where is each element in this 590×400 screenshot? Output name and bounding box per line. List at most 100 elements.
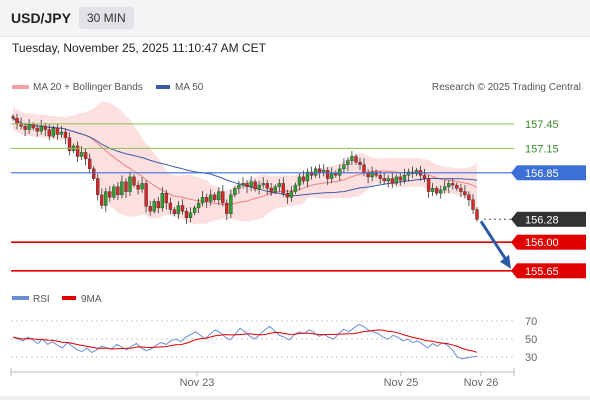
level-label-text: 155.65 bbox=[525, 266, 559, 278]
candle-body bbox=[168, 202, 173, 210]
candle-body bbox=[245, 183, 249, 187]
level-label-box bbox=[517, 234, 586, 250]
candle-body bbox=[79, 152, 84, 157]
time-axis-label: Nov 25 bbox=[384, 377, 419, 389]
candle-body bbox=[241, 183, 245, 186]
candle-body bbox=[253, 181, 257, 190]
level-label-pointer bbox=[511, 165, 517, 181]
rsi-ma9-line bbox=[12, 329, 478, 353]
candle-body bbox=[285, 192, 290, 198]
level-label-box bbox=[517, 211, 586, 227]
candle-body bbox=[27, 124, 31, 130]
candle-body bbox=[289, 191, 294, 198]
candle-body bbox=[269, 188, 273, 192]
candle-body bbox=[23, 126, 27, 130]
candle-body bbox=[394, 176, 398, 184]
candle-body bbox=[180, 205, 185, 212]
candle-body bbox=[31, 124, 35, 129]
candle-body bbox=[75, 145, 80, 157]
candle-body bbox=[439, 189, 443, 194]
level-label-text: 156.28 bbox=[525, 214, 559, 226]
candle-body bbox=[447, 183, 451, 187]
candle-body bbox=[51, 127, 55, 137]
ma50-legend-swatch bbox=[156, 85, 170, 89]
candle-body bbox=[313, 168, 318, 176]
ma9-legend-swatch bbox=[62, 296, 76, 300]
candle-body bbox=[156, 201, 161, 209]
rsi-tick-label: 30 bbox=[525, 352, 537, 364]
rsi-line bbox=[12, 324, 478, 360]
candle-body bbox=[297, 176, 302, 186]
candle-body bbox=[261, 183, 265, 186]
chart-header: USD/JPY 30 MIN bbox=[0, 0, 590, 37]
candle-body bbox=[426, 178, 431, 192]
candle-body bbox=[249, 181, 253, 187]
candle-body bbox=[11, 116, 15, 119]
level-label-pointer bbox=[511, 211, 517, 227]
candle-body bbox=[63, 131, 68, 138]
candle-body bbox=[406, 171, 411, 176]
ma50-line bbox=[12, 117, 478, 197]
levels-layer: 157.45 157.15 156.85 156.28 156.00 155.65 bbox=[11, 119, 586, 279]
candle-body bbox=[309, 171, 314, 176]
candle-body bbox=[67, 137, 72, 151]
candle-body bbox=[221, 191, 225, 204]
chart-datetime: Tuesday, November 25, 2025 11:10:47 AM C… bbox=[12, 41, 266, 55]
candle-body bbox=[116, 186, 120, 196]
candle-body bbox=[192, 207, 197, 213]
candle-body bbox=[451, 183, 455, 186]
candle-body bbox=[398, 176, 402, 181]
candle-body bbox=[422, 175, 427, 179]
rsi-legend-label: RSI bbox=[33, 294, 50, 305]
level-label-text: 157.45 bbox=[525, 119, 559, 131]
candle-body bbox=[237, 184, 241, 189]
ma9-legend-label: 9MA bbox=[81, 294, 102, 305]
candle-body bbox=[104, 191, 108, 206]
candle-body bbox=[350, 156, 354, 161]
candle-body bbox=[471, 199, 475, 210]
time-axis-label: Nov 23 bbox=[180, 377, 215, 389]
ma20-legend-label: MA 20 + Bollinger Bands bbox=[33, 82, 143, 93]
timeframe-badge[interactable]: 30 MIN bbox=[79, 7, 134, 29]
bollinger-band bbox=[13, 101, 477, 225]
candle-body bbox=[91, 168, 96, 179]
candle-body bbox=[370, 171, 374, 178]
candle-body bbox=[467, 194, 471, 200]
candle-body bbox=[346, 160, 350, 165]
candle-body bbox=[152, 201, 156, 212]
candle-body bbox=[208, 194, 213, 202]
candle-body bbox=[100, 194, 104, 206]
candle-body bbox=[293, 184, 298, 192]
credit-label: Research © 2025 Trading Central bbox=[432, 82, 581, 93]
candle-body bbox=[95, 178, 100, 195]
level-label-box bbox=[517, 165, 586, 181]
candle-body bbox=[132, 176, 136, 186]
candle-body bbox=[435, 188, 439, 194]
level-label-pointer bbox=[511, 263, 517, 279]
level-label-text: 156.85 bbox=[525, 168, 559, 180]
candle-body bbox=[374, 171, 378, 176]
candle-body bbox=[330, 172, 334, 179]
time-axis: Nov 23 Nov 25 Nov 26 bbox=[10, 368, 515, 389]
candle-body bbox=[212, 194, 217, 200]
candle-body bbox=[55, 127, 60, 135]
candle-body bbox=[382, 178, 386, 182]
candle-body bbox=[59, 131, 64, 135]
candle-body bbox=[459, 188, 463, 192]
level-label-pointer bbox=[511, 234, 517, 250]
candle-body bbox=[128, 176, 132, 192]
candle-body bbox=[257, 184, 261, 190]
candle-body bbox=[265, 183, 269, 189]
candle-body bbox=[112, 186, 116, 198]
candle-body bbox=[47, 129, 51, 137]
candle-body bbox=[204, 197, 209, 202]
level-label-text: 156.00 bbox=[525, 237, 559, 249]
time-axis-label: Nov 26 bbox=[464, 377, 499, 389]
candle-body bbox=[140, 183, 144, 190]
candle-body bbox=[217, 191, 221, 201]
candle-body bbox=[120, 181, 124, 196]
candle-body bbox=[196, 202, 201, 209]
ma20-legend-swatch bbox=[12, 85, 29, 89]
candle-body bbox=[463, 191, 467, 196]
